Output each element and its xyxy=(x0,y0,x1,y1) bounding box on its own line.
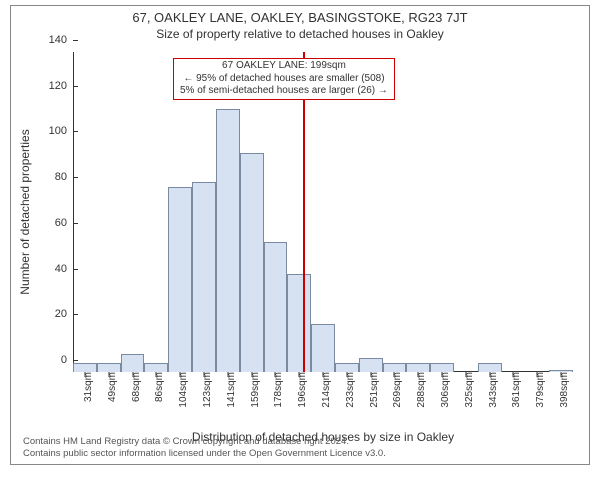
y-tick-label: 40 xyxy=(55,263,73,275)
histogram-bar xyxy=(383,363,407,372)
x-tick-label: 49sqm xyxy=(104,372,118,402)
histogram-bar xyxy=(192,182,216,372)
y-tick-label: 0 xyxy=(61,354,73,366)
y-tick-label: 20 xyxy=(55,308,73,320)
histogram-bar xyxy=(168,187,192,372)
histogram-bar xyxy=(430,363,454,372)
histogram-bar xyxy=(216,109,240,372)
histogram-bar xyxy=(335,363,359,372)
x-tick-label: 325sqm xyxy=(461,372,475,408)
x-tick-label: 379sqm xyxy=(532,372,546,408)
x-tick-label: 361sqm xyxy=(508,372,522,408)
x-tick-label: 178sqm xyxy=(270,372,284,408)
x-tick-label: 398sqm xyxy=(556,372,570,408)
x-tick-label: 251sqm xyxy=(366,372,380,408)
credits: Contains HM Land Registry data © Crown c… xyxy=(23,436,386,460)
histogram-bar xyxy=(97,363,121,372)
x-tick-label: 86sqm xyxy=(151,372,165,402)
x-tick-label: 214sqm xyxy=(318,372,332,408)
x-tick-label: 123sqm xyxy=(199,372,213,408)
histogram-bar xyxy=(144,363,168,372)
histogram-bar xyxy=(240,153,264,372)
y-tick-label: 140 xyxy=(49,34,73,46)
x-tick-label: 269sqm xyxy=(389,372,403,408)
credit-line-2: Contains public sector information licen… xyxy=(23,448,386,460)
chart-subtitle: Size of property relative to detached ho… xyxy=(11,27,589,41)
histogram-bar xyxy=(264,242,288,372)
y-axis-label: Number of detached properties xyxy=(18,129,32,294)
chart-container: 67, OAKLEY LANE, OAKLEY, BASINGSTOKE, RG… xyxy=(10,5,590,465)
histogram-bar xyxy=(287,274,311,372)
x-tick-label: 343sqm xyxy=(485,372,499,408)
x-tick-label: 306sqm xyxy=(437,372,451,408)
x-tick-label: 31sqm xyxy=(80,372,94,402)
x-tick-label: 233sqm xyxy=(342,372,356,408)
y-tick-label: 60 xyxy=(55,217,73,229)
histogram-bar xyxy=(359,358,383,372)
histogram-bar xyxy=(73,363,97,372)
x-tick-label: 288sqm xyxy=(413,372,427,408)
x-tick-label: 196sqm xyxy=(294,372,308,408)
histogram-bar xyxy=(406,363,430,372)
bars-group xyxy=(73,52,573,372)
chart-title: 67, OAKLEY LANE, OAKLEY, BASINGSTOKE, RG… xyxy=(11,10,589,25)
x-tick-label: 104sqm xyxy=(175,372,189,408)
y-tick-label: 80 xyxy=(55,171,73,183)
y-tick-label: 100 xyxy=(49,125,73,137)
annotation-line: ← 95% of detached houses are smaller (50… xyxy=(180,73,388,86)
histogram-bar xyxy=(311,324,335,372)
annotation-box: 67 OAKLEY LANE: 199sqm← 95% of detached … xyxy=(173,58,395,100)
annotation-line: 67 OAKLEY LANE: 199sqm xyxy=(180,60,388,73)
x-tick-label: 141sqm xyxy=(223,372,237,408)
histogram-bar xyxy=(121,354,145,372)
annotation-line: 5% of semi-detached houses are larger (2… xyxy=(180,85,388,98)
histogram-bar xyxy=(478,363,502,372)
credit-line-1: Contains HM Land Registry data © Crown c… xyxy=(23,436,386,448)
x-tick-label: 159sqm xyxy=(247,372,261,408)
plot-area: 020406080100120140 31sqm49sqm68sqm86sqm1… xyxy=(73,52,573,372)
y-tick-label: 120 xyxy=(49,80,73,92)
marker-line xyxy=(303,52,305,372)
x-tick-label: 68sqm xyxy=(128,372,142,402)
